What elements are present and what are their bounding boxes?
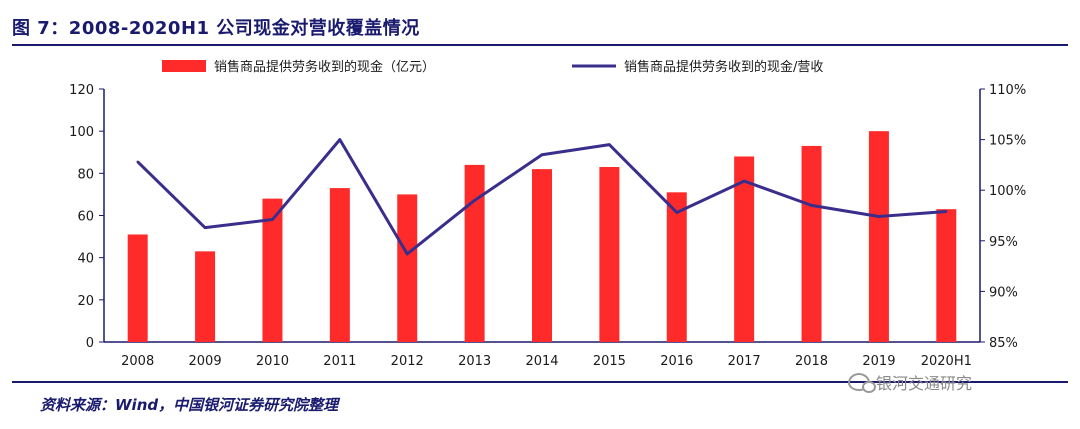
ratio-point — [945, 210, 948, 213]
wechat-icon — [848, 373, 876, 393]
ratio-point — [338, 138, 342, 141]
plot-area: 0 20 40 60 80 100 120 85% 90% 95% 100% 105% 110% 2008… — [69, 83, 1026, 369]
y-right-tick-label: 100% — [989, 184, 1026, 199]
x-tick-label: 2017 — [728, 354, 761, 369]
bar — [262, 198, 283, 342]
legend-bar-label: 销售商品提供劳务收到的现金（亿元） — [214, 59, 435, 75]
x-tick-label: 2013 — [458, 354, 491, 369]
watermark-text: 银河交通研究 — [876, 374, 973, 393]
bar — [195, 251, 216, 342]
bar — [801, 145, 822, 342]
y-left-tick-label: 40 — [77, 252, 94, 267]
bar — [127, 234, 148, 342]
y-left-tick-label: 60 — [77, 210, 94, 225]
y-left-tick-label: 120 — [69, 83, 94, 98]
figure-title: 图 7：2008-2020H1 公司现金对营收覆盖情况 — [12, 18, 420, 39]
bar — [666, 192, 687, 342]
bar — [464, 164, 485, 342]
x-tick-label: 2018 — [795, 354, 828, 369]
legend-bar-swatch — [162, 60, 206, 72]
y-left-tick-label: 80 — [77, 167, 94, 182]
y-right-tick-label: 95% — [989, 235, 1018, 250]
ratio-point — [877, 215, 881, 218]
ratio-point — [810, 204, 813, 207]
title-rule — [12, 44, 1068, 46]
y-left-tick-label: 100 — [69, 125, 94, 140]
bar — [868, 131, 889, 342]
ratio-point — [742, 179, 746, 183]
y-left-tick-label: 20 — [77, 294, 94, 309]
bar — [532, 169, 552, 342]
x-tick-label: 2009 — [189, 354, 222, 369]
legend-line-label: 销售商品提供劳务收到的现金/营收 — [624, 59, 823, 75]
x-tick-label: 2020H1 — [921, 354, 972, 369]
x-tick-label: 2010 — [256, 354, 289, 369]
ratio-point — [540, 153, 544, 156]
watermark: 银河交通研究 — [848, 370, 972, 394]
x-tick-label: 2016 — [660, 354, 693, 369]
y-left-tick-label: 0 — [86, 336, 94, 351]
ratio-point — [136, 160, 139, 164]
bar — [936, 209, 957, 342]
footer-rule — [12, 381, 1068, 383]
source-note: 资料来源：Wind，中国银河证券研究院整理 — [40, 396, 339, 414]
legend: 销售商品提供劳务收到的现金（亿元） 销售商品提供劳务收到的现金/营收 — [162, 59, 823, 75]
x-tick-label: 2008 — [121, 354, 154, 369]
bar — [397, 194, 418, 342]
ratio-point — [608, 143, 611, 146]
chart: 销售商品提供劳务收到的现金（亿元） 销售商品提供劳务收到的现金/营收 0 20 40… — [69, 59, 1026, 369]
y-right-tick-label: 85% — [989, 336, 1018, 351]
bar — [734, 156, 755, 342]
ratio-point — [203, 226, 207, 229]
bar — [599, 167, 620, 342]
x-tick-label: 2011 — [323, 354, 356, 369]
x-tick-label: 2015 — [593, 354, 626, 369]
ratio-point — [406, 252, 409, 256]
x-tick-label: 2012 — [391, 354, 424, 369]
y-right-tick-label: 105% — [989, 134, 1026, 149]
bar — [329, 188, 350, 342]
y-right-tick-label: 90% — [989, 285, 1018, 300]
x-tick-label: 2014 — [525, 354, 558, 369]
ratio-point — [473, 199, 476, 202]
ratio-point — [675, 211, 678, 214]
x-tick-label: 2019 — [862, 354, 895, 369]
ratio-point — [271, 218, 274, 221]
y-right-tick-label: 110% — [989, 83, 1026, 98]
